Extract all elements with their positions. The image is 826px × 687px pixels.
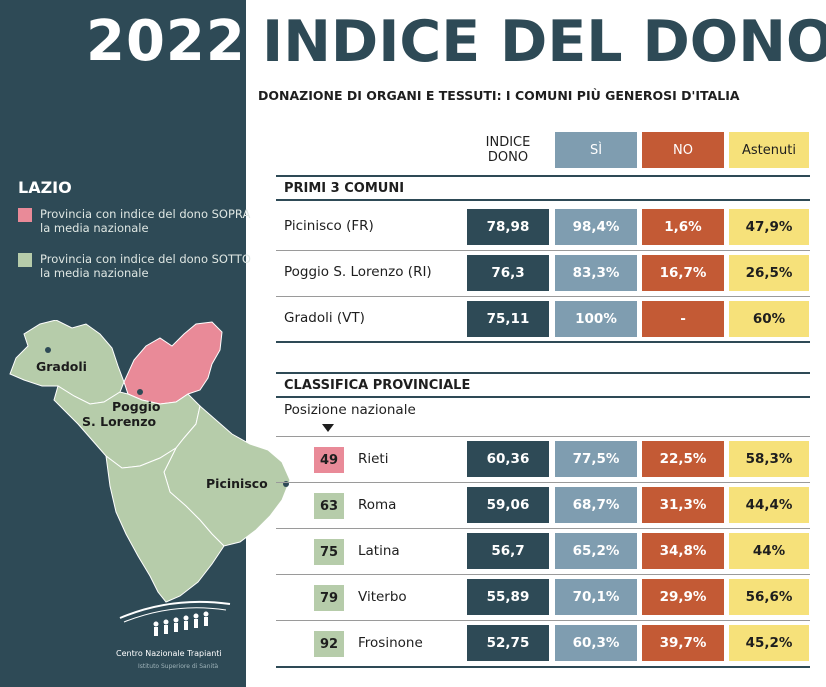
- legend-label-below: Provincia con indice del dono SOTTO la m…: [40, 252, 251, 280]
- section-rule-comuni: [276, 175, 810, 177]
- logo-name: Centro Nazionale Trapianti: [116, 649, 222, 658]
- section-rule-province-bottom: [276, 396, 810, 398]
- province-si: 68,7%: [555, 487, 637, 523]
- province-indice: 52,75: [467, 625, 549, 661]
- section-title-province: CLASSIFICA PROVINCIALE: [284, 378, 471, 393]
- row-divider: [276, 528, 810, 529]
- map-label-poggio-line2: S. Lorenzo: [82, 414, 157, 429]
- row-divider: [276, 250, 810, 251]
- province-no: 22,5%: [642, 441, 724, 477]
- province-no: 39,7%: [642, 625, 724, 661]
- province-astenuti: 58,3%: [729, 441, 809, 477]
- comune-no: 1,6%: [642, 209, 724, 245]
- lazio-map: [9, 320, 291, 603]
- province-si: 65,2%: [555, 533, 637, 569]
- col-header-astenuti: Astenuti: [729, 132, 809, 168]
- map-dot-gradoli: [45, 347, 51, 353]
- section-rule-comuni-end: [276, 341, 810, 343]
- section-rule-comuni-bottom: [276, 199, 810, 201]
- province-no: 31,3%: [642, 487, 724, 523]
- province-astenuti: 44%: [729, 533, 809, 569]
- province-indice: 59,06: [467, 487, 549, 523]
- comune-name: Picinisco (FR): [284, 218, 374, 234]
- section-title-comuni: PRIMI 3 COMUNI: [284, 181, 405, 196]
- province-name: Viterbo: [358, 589, 407, 605]
- row-divider: [276, 436, 810, 437]
- province-astenuti: 45,2%: [729, 625, 809, 661]
- comune-indice: 75,11: [467, 301, 549, 337]
- position-label: Posizione nazionale: [284, 402, 416, 418]
- col-header-no: NO: [642, 132, 724, 168]
- map-province-latina: [105, 446, 225, 603]
- province-indice: 55,89: [467, 579, 549, 615]
- section-rule-province-end: [276, 666, 810, 668]
- row-divider: [276, 574, 810, 575]
- col-header-indice: INDICE DONO: [467, 132, 549, 168]
- province-name: Rieti: [358, 451, 389, 467]
- province-position: 49: [314, 447, 344, 473]
- year-label: 2022: [86, 9, 246, 74]
- province-name: Latina: [358, 543, 400, 559]
- province-astenuti: 44,4%: [729, 487, 809, 523]
- row-divider: [276, 296, 810, 297]
- province-position: 79: [314, 585, 344, 611]
- comune-no: 16,7%: [642, 255, 724, 291]
- province-position: 75: [314, 539, 344, 565]
- cnt-logo: [119, 600, 231, 636]
- logo-subtext: Istituto Superiore di Sanità: [138, 663, 219, 670]
- page-subtitle: DONAZIONE DI ORGANI E TESSUTI: I COMUNI …: [258, 88, 740, 103]
- comune-si: 83,3%: [555, 255, 637, 291]
- comune-name: Gradoli (VT): [284, 310, 365, 326]
- arrow-down-icon: [322, 424, 334, 432]
- comune-no: -: [642, 301, 724, 337]
- page-title: INDICE DEL DONO: [262, 9, 826, 75]
- comune-astenuti: 47,9%: [729, 209, 809, 245]
- col-header-astenuti-label: Astenuti: [742, 142, 796, 158]
- legend-swatch-above: [18, 208, 32, 222]
- province-no: 34,8%: [642, 533, 724, 569]
- comune-indice: 76,3: [467, 255, 549, 291]
- col-header-si-label: SÌ: [589, 142, 603, 158]
- comune-si: 100%: [555, 301, 637, 337]
- row-divider: [276, 620, 810, 621]
- province-indice: 56,7: [467, 533, 549, 569]
- province-astenuti: 56,6%: [729, 579, 809, 615]
- province-si: 60,3%: [555, 625, 637, 661]
- map-label-poggio-line1: Poggio: [112, 399, 161, 414]
- legend-swatch-below: [18, 253, 32, 267]
- section-rule-province: [276, 372, 810, 374]
- col-header-si: SÌ: [555, 132, 637, 168]
- comune-astenuti: 26,5%: [729, 255, 809, 291]
- province-position: 92: [314, 631, 344, 657]
- row-divider: [276, 482, 810, 483]
- region-title: LAZIO: [18, 178, 72, 197]
- province-si: 70,1%: [555, 579, 637, 615]
- province-name: Frosinone: [358, 635, 423, 651]
- map-label-picinisco: Picinisco: [206, 476, 268, 491]
- legend-label-above: Provincia con indice del dono SOPRA la m…: [40, 207, 251, 235]
- province-indice: 60,36: [467, 441, 549, 477]
- map-dot-poggio: [137, 389, 143, 395]
- province-name: Roma: [358, 497, 397, 513]
- province-no: 29,9%: [642, 579, 724, 615]
- col-header-indice-label: INDICE DONO: [485, 135, 531, 165]
- province-si: 77,5%: [555, 441, 637, 477]
- col-header-no-label: NO: [673, 142, 693, 158]
- comune-si: 98,4%: [555, 209, 637, 245]
- map-label-gradoli: Gradoli: [36, 359, 87, 374]
- comune-indice: 78,98: [467, 209, 549, 245]
- province-position: 63: [314, 493, 344, 519]
- comune-name: Poggio S. Lorenzo (RI): [284, 264, 432, 280]
- comune-astenuti: 60%: [729, 301, 809, 337]
